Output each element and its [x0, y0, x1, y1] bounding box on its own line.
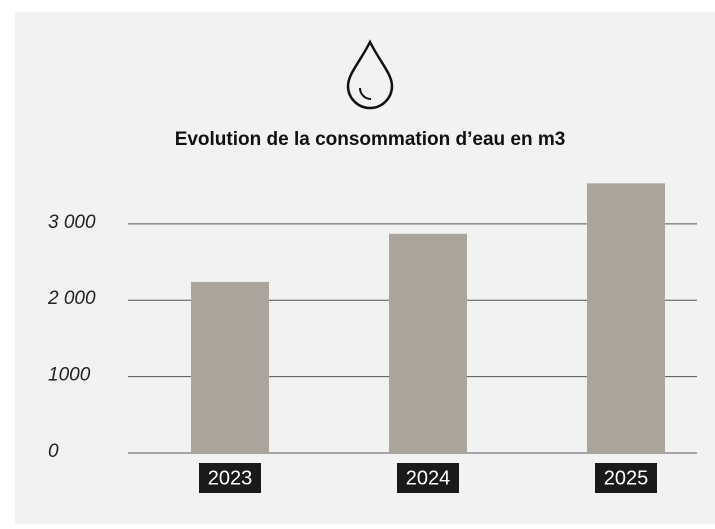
- x-tick-label: 2024: [406, 467, 451, 489]
- y-tick-label: 3 000: [48, 212, 96, 233]
- water-drop-icon: [346, 39, 394, 110]
- bar: [389, 233, 467, 453]
- bar: [191, 281, 269, 453]
- x-tick-label: 2023: [208, 467, 253, 489]
- category-label-box: [397, 463, 459, 493]
- y-tick-label: 1000: [48, 365, 91, 386]
- bar: [587, 183, 665, 453]
- category-label-box: [199, 463, 261, 493]
- x-tick-label: 2025: [604, 467, 649, 489]
- y-tick-label: 0: [48, 441, 59, 462]
- chart-title: Evolution de la consommation d’eau en m3: [175, 129, 566, 150]
- category-label-box: [595, 463, 657, 493]
- y-tick-label: 2 000: [47, 288, 96, 309]
